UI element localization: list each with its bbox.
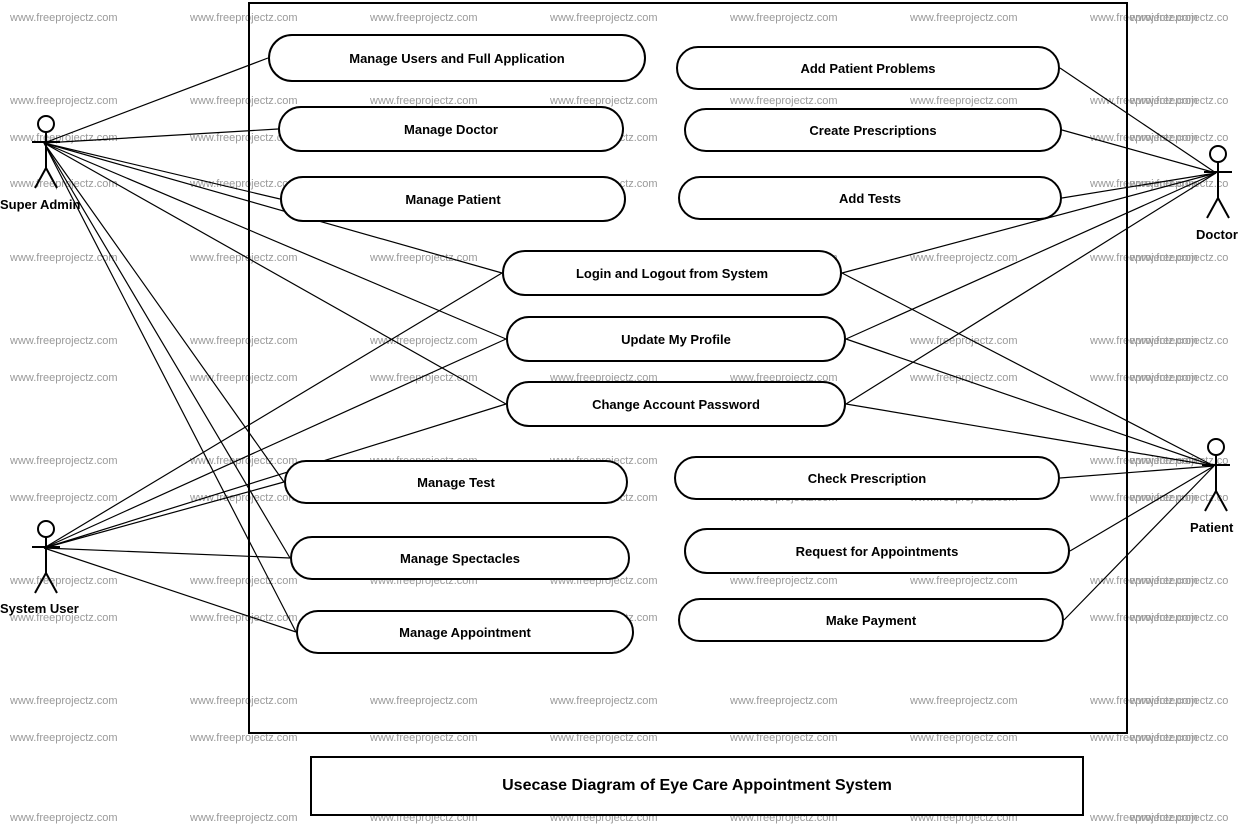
uc-req-appt-label: Request for Appointments bbox=[796, 544, 959, 559]
uc-manage-patient-label: Manage Patient bbox=[405, 192, 500, 207]
edge-super-admin-uc-manage-patient bbox=[44, 143, 280, 199]
diagram-title-text: Usecase Diagram of Eye Care Appointment … bbox=[502, 777, 892, 795]
watermark-text: www.freeprojectz.com bbox=[10, 492, 118, 504]
stick-figure-icon bbox=[30, 115, 62, 191]
uc-add-tests-label: Add Tests bbox=[839, 191, 901, 206]
edge-super-admin-uc-manage-users bbox=[44, 58, 268, 143]
actor-patient-label: Patient bbox=[1190, 520, 1233, 535]
uc-manage-test: Manage Test bbox=[284, 460, 628, 504]
uc-req-appt: Request for Appointments bbox=[684, 528, 1070, 574]
uc-check-rx-label: Check Prescription bbox=[808, 471, 927, 486]
uc-manage-specs-label: Manage Spectacles bbox=[400, 551, 520, 566]
watermark-text: www.freeprojectz.co bbox=[1130, 612, 1228, 624]
stick-figure-icon bbox=[1202, 145, 1234, 221]
watermark-text: www.freeprojectz.com bbox=[10, 132, 118, 144]
diagram-canvas: www.freeprojectz.com www.freeprojectz.com… bbox=[0, 0, 1246, 819]
uc-login: Login and Logout from System bbox=[502, 250, 842, 296]
watermark-text: www.freeprojectz.com bbox=[10, 575, 118, 587]
watermark-text: www.freeprojectz.co bbox=[1130, 12, 1228, 24]
actor-system-user bbox=[30, 520, 62, 601]
watermark-text: www.freeprojectz.co bbox=[1130, 812, 1228, 824]
edge-super-admin-uc-manage-doctor bbox=[44, 129, 278, 143]
watermark-text: www.freeprojectz.com bbox=[10, 732, 118, 744]
watermark-text: www.freeprojectz.com bbox=[1090, 812, 1198, 824]
watermark-text: www.freeprojectz.com bbox=[10, 812, 118, 824]
actor-super-admin-label: Super Admin bbox=[0, 197, 80, 212]
uc-manage-doctor-label: Manage Doctor bbox=[404, 122, 498, 137]
uc-update-profile: Update My Profile bbox=[506, 316, 846, 362]
watermark-text: www.freeprojectz.com bbox=[190, 812, 298, 824]
watermark-text: www.freeprojectz.com bbox=[10, 178, 118, 190]
uc-change-pwd-label: Change Account Password bbox=[592, 397, 760, 412]
uc-add-problems: Add Patient Problems bbox=[676, 46, 1060, 90]
uc-manage-test-label: Manage Test bbox=[417, 475, 495, 490]
watermark-text: www.freeprojectz.co bbox=[1130, 732, 1228, 744]
watermark-text: www.freeprojectz.co bbox=[1130, 372, 1228, 384]
uc-manage-users: Manage Users and Full Application bbox=[268, 34, 646, 82]
uc-add-tests: Add Tests bbox=[678, 176, 1062, 220]
actor-super-admin bbox=[30, 115, 62, 196]
watermark-text: www.freeprojectz.com bbox=[10, 12, 118, 24]
uc-manage-appt: Manage Appointment bbox=[296, 610, 634, 654]
watermark-text: www.freeprojectz.com bbox=[10, 335, 118, 347]
diagram-title: Usecase Diagram of Eye Care Appointment … bbox=[310, 756, 1084, 816]
uc-create-rx: Create Prescriptions bbox=[684, 108, 1062, 152]
watermark-text: www.freeprojectz.co bbox=[1130, 132, 1228, 144]
uc-login-label: Login and Logout from System bbox=[576, 266, 768, 281]
watermark-text: www.freeprojectz.co bbox=[1130, 575, 1228, 587]
watermark-text: www.freeprojectz.com bbox=[10, 455, 118, 467]
actor-doctor bbox=[1202, 145, 1234, 226]
uc-manage-doctor: Manage Doctor bbox=[278, 106, 624, 152]
uc-make-pay-label: Make Payment bbox=[826, 613, 916, 628]
watermark-text: www.freeprojectz.co bbox=[1130, 335, 1228, 347]
uc-add-problems-label: Add Patient Problems bbox=[800, 61, 935, 76]
uc-manage-appt-label: Manage Appointment bbox=[399, 625, 531, 640]
uc-manage-users-label: Manage Users and Full Application bbox=[349, 51, 565, 66]
uc-create-rx-label: Create Prescriptions bbox=[809, 123, 936, 138]
stick-figure-icon bbox=[1200, 438, 1232, 514]
uc-manage-specs: Manage Spectacles bbox=[290, 536, 630, 580]
watermark-text: www.freeprojectz.com bbox=[10, 372, 118, 384]
watermark-text: www.freeprojectz.co bbox=[1130, 252, 1228, 264]
watermark-text: www.freeprojectz.com bbox=[10, 95, 118, 107]
watermark-text: www.freeprojectz.com bbox=[10, 695, 118, 707]
uc-manage-patient: Manage Patient bbox=[280, 176, 626, 222]
actor-doctor-label: Doctor bbox=[1196, 227, 1238, 242]
uc-change-pwd: Change Account Password bbox=[506, 381, 846, 427]
actor-patient bbox=[1200, 438, 1232, 519]
stick-figure-icon bbox=[30, 520, 62, 596]
watermark-text: www.freeprojectz.co bbox=[1130, 695, 1228, 707]
actor-system-user-label: System User bbox=[0, 601, 79, 616]
uc-update-profile-label: Update My Profile bbox=[621, 332, 731, 347]
watermark-text: www.freeprojectz.com bbox=[10, 252, 118, 264]
uc-make-pay: Make Payment bbox=[678, 598, 1064, 642]
watermark-text: www.freeprojectz.co bbox=[1130, 95, 1228, 107]
uc-check-rx: Check Prescription bbox=[674, 456, 1060, 500]
